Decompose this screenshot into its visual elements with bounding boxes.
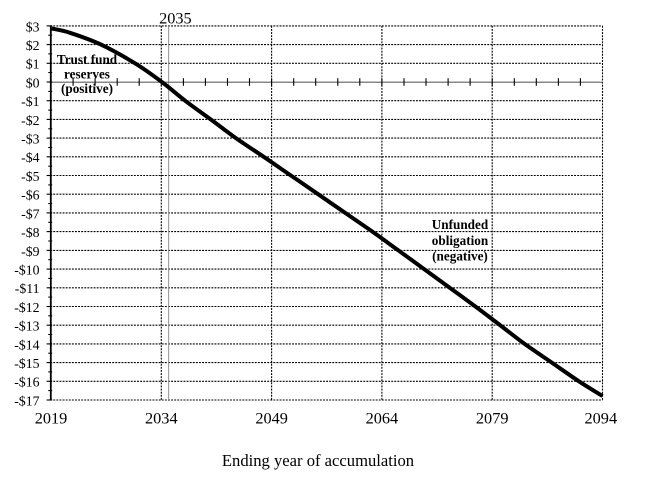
- svg-text:$1: $1: [26, 57, 40, 72]
- svg-text:-$6: -$6: [21, 188, 39, 203]
- svg-text:obligation: obligation: [432, 233, 489, 248]
- svg-text:2034: 2034: [145, 408, 178, 427]
- svg-text:-$9: -$9: [21, 244, 39, 259]
- svg-text:-$17: -$17: [14, 393, 39, 408]
- svg-text:$2: $2: [26, 38, 40, 53]
- svg-text:$0: $0: [26, 75, 40, 90]
- svg-text:-$13: -$13: [14, 319, 39, 334]
- svg-text:(positive): (positive): [61, 81, 113, 96]
- svg-text:-$4: -$4: [21, 150, 39, 165]
- svg-text:Ending year of accumulation: Ending year of accumulation: [222, 451, 415, 470]
- svg-text:(negative): (negative): [432, 249, 488, 264]
- svg-text:2049: 2049: [255, 408, 288, 427]
- svg-text:2035: 2035: [159, 8, 192, 27]
- svg-text:2019: 2019: [35, 408, 68, 427]
- svg-text:-$10: -$10: [14, 263, 39, 278]
- svg-text:-$1: -$1: [21, 94, 39, 109]
- svg-text:2064: 2064: [366, 408, 399, 427]
- svg-text:-$5: -$5: [21, 169, 39, 184]
- svg-text:2094: 2094: [585, 408, 618, 427]
- svg-text:-$11: -$11: [15, 281, 40, 296]
- svg-text:-$12: -$12: [14, 300, 39, 315]
- svg-text:reserves: reserves: [64, 67, 110, 82]
- svg-text:-$16: -$16: [14, 375, 39, 390]
- svg-text:-$2: -$2: [21, 113, 39, 128]
- svg-text:-$14: -$14: [14, 337, 39, 352]
- svg-text:$3: $3: [26, 19, 40, 34]
- svg-text:-$15: -$15: [14, 356, 39, 371]
- svg-text:2079: 2079: [476, 408, 509, 427]
- svg-text:Unfunded: Unfunded: [432, 217, 489, 232]
- svg-text:-$3: -$3: [21, 132, 39, 147]
- svg-text:-$8: -$8: [21, 225, 39, 240]
- svg-text:-$7: -$7: [21, 206, 39, 221]
- svg-text:Trust fund: Trust fund: [57, 52, 118, 67]
